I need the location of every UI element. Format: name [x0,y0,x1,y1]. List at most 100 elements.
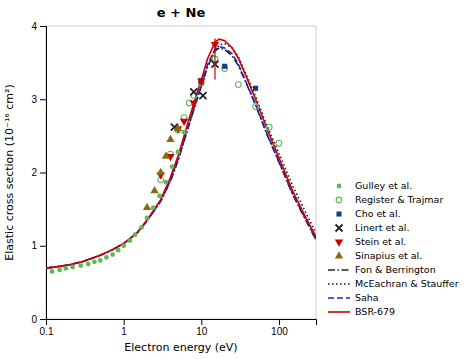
point [182,130,187,135]
point [139,225,144,230]
x-tick-mark [124,319,125,325]
legend-item: BSR-679 [328,306,395,317]
x-tick: 1 [121,319,127,337]
y-tick-mark [40,173,46,174]
point [164,180,169,185]
y-axis-title: Elastic cross section (10⁻¹⁶ cm²) [3,84,16,260]
x-axis: 0.1 1 10 100 [40,319,317,337]
point [197,79,205,86]
point [86,262,91,267]
y-tick-mark [40,99,46,100]
point [199,92,206,99]
legend-label: Stein et al. [355,236,406,247]
series-points [50,130,187,274]
series-line [46,47,316,269]
legend-swatch [328,297,350,299]
point [98,258,103,263]
series-points [171,61,219,131]
series-line [46,39,316,268]
chart-title: e + Ne [157,5,206,20]
legend-label: Cho et al. [355,208,401,219]
point [143,203,151,210]
y-tick: 3 [31,94,46,105]
y-tick: 4 [31,21,46,32]
point [166,135,174,142]
legend-swatch [335,240,343,247]
legend-swatch [336,211,341,216]
legend-item: Cho et al. [336,208,400,219]
point [63,266,68,271]
point [70,265,75,270]
legend-item: Fon & Berrington [328,264,436,275]
series-points [143,124,182,210]
point [150,186,158,193]
series-points [157,42,220,180]
point [253,104,259,110]
x-tick-mark [201,319,202,325]
y-tick: 1 [31,240,46,251]
legend-label: Register & Trajmar [355,194,443,205]
y-axis-line [40,27,47,320]
legend-item: Stein et al. [335,236,407,247]
point [276,140,282,146]
point [151,205,156,210]
marks [46,38,316,273]
y-tick-label: 2 [31,167,37,178]
x-tick-label: 1 [121,326,127,337]
point [190,101,198,108]
series-points [199,64,258,91]
y-tick: 2 [31,167,46,178]
legend-item: McEachran & Stauffer [328,278,459,289]
point [127,238,132,243]
x-tick: 0.1 [40,319,54,337]
plot-frame [46,26,316,319]
point [78,263,83,268]
point [190,88,197,95]
series-points [158,56,282,183]
legend-label: Gulley et al. [355,180,412,191]
legend-label: McEachran & Stauffer [355,278,459,289]
series-line [46,44,316,269]
point [176,150,181,155]
series-line [46,48,316,268]
point [266,124,272,130]
point [170,164,175,169]
y-tick-mark [40,319,46,320]
point [116,248,121,253]
legend-item: Saha [328,292,379,303]
point [121,243,126,248]
legend-label: Sinapius et al. [355,250,422,261]
x-tick-label: 0.1 [40,326,54,337]
point [104,255,109,260]
legend-swatch [336,197,342,203]
x-tick-mark [279,319,280,325]
legend-swatch [328,311,350,313]
point [92,259,97,264]
point [50,269,55,274]
point [180,119,188,126]
y-tick-mark [40,26,46,27]
legend-label: BSR-679 [355,306,395,317]
x-tick: 10 [196,319,208,337]
legend-label: Fon & Berrington [355,264,436,275]
point [253,86,258,91]
y-tick-label: 3 [31,94,37,105]
legend-swatch [335,251,343,258]
point [174,124,182,131]
chart: 0.111010001234Electron energy (eV)Elasti… [0,0,474,359]
point [57,268,62,273]
legend-label: Linert et al. [355,222,410,233]
point [133,232,138,237]
error-bar [214,38,215,79]
y-tick: 0 [31,314,46,325]
x-axis-line [47,320,317,326]
point [222,64,227,69]
legend-item: Linert et al. [336,222,410,233]
legend-item: Sinapius et al. [335,250,422,261]
x-tick-label: 100 [271,326,288,337]
x-tick: 100 [271,319,288,337]
legend: Gulley et al. Register & Trajmar Cho et al… [328,180,459,317]
legend-swatch [337,184,342,189]
y-tick-label: 1 [31,240,37,251]
legend-label: Saha [355,292,379,303]
